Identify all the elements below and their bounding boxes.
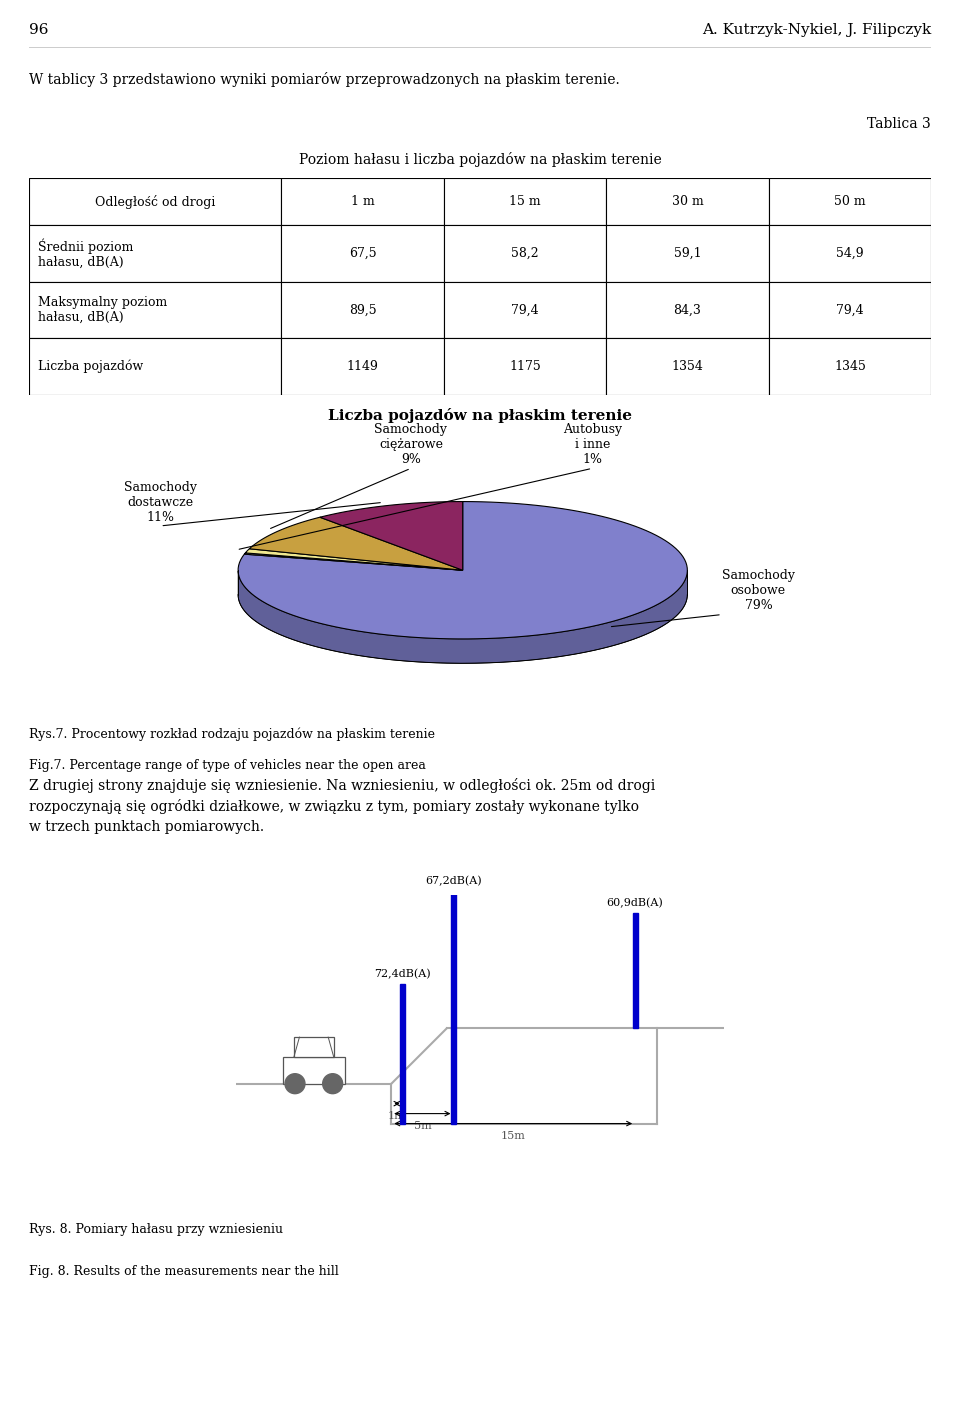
Text: Samochody
ciężarowe
9%: Samochody ciężarowe 9% — [374, 423, 447, 467]
Polygon shape — [246, 548, 463, 570]
Polygon shape — [320, 502, 463, 570]
Polygon shape — [250, 517, 463, 570]
Text: 30 m: 30 m — [672, 195, 704, 209]
Bar — [607, 338, 769, 395]
Bar — [607, 226, 769, 282]
Text: 79,4: 79,4 — [836, 303, 864, 317]
Text: 1149: 1149 — [347, 360, 378, 374]
Bar — [281, 178, 444, 226]
Text: 1 m: 1 m — [350, 195, 374, 209]
Bar — [769, 178, 931, 226]
Text: 1175: 1175 — [509, 360, 541, 374]
Text: 84,3: 84,3 — [674, 303, 702, 317]
Bar — [607, 282, 769, 338]
Text: Odległość od drogi: Odległość od drogi — [95, 195, 215, 209]
Text: 1m: 1m — [388, 1111, 406, 1121]
Text: 54,9: 54,9 — [836, 247, 864, 261]
Text: Poziom hałasu i liczba pojazdów na płaskim terenie: Poziom hałasu i liczba pojazdów na płask… — [299, 152, 661, 166]
Bar — [451, 891, 456, 1124]
Bar — [281, 282, 444, 338]
Circle shape — [323, 1074, 343, 1094]
Bar — [444, 178, 607, 226]
Text: Maksymalny poziom
hałasu, dB(A): Maksymalny poziom hałasu, dB(A) — [37, 296, 167, 324]
Bar — [769, 226, 931, 282]
Bar — [633, 914, 637, 1028]
Text: Z drugiej strony znajduje się wzniesienie. Na wzniesieniu, w odległości ok. 25m : Z drugiej strony znajduje się wzniesieni… — [29, 778, 655, 833]
Text: 5m: 5m — [414, 1121, 431, 1131]
Text: 15m: 15m — [501, 1131, 526, 1141]
Text: 50 m: 50 m — [834, 195, 866, 209]
Bar — [607, 178, 769, 226]
Text: 58,2: 58,2 — [512, 247, 539, 261]
Bar — [769, 282, 931, 338]
Text: 72,4dB(A): 72,4dB(A) — [374, 969, 431, 980]
Bar — [400, 984, 405, 1124]
Text: 60,9dB(A): 60,9dB(A) — [607, 898, 663, 908]
Text: Samochody
osobowe
79%: Samochody osobowe 79% — [722, 570, 795, 612]
Text: 59,1: 59,1 — [674, 247, 702, 261]
Text: 67,5: 67,5 — [348, 247, 376, 261]
Text: 67,2dB(A): 67,2dB(A) — [425, 876, 482, 887]
Bar — [29, 226, 281, 282]
Bar — [283, 1058, 345, 1084]
Text: Średnii poziom
hałasu, dB(A): Średnii poziom hałasu, dB(A) — [37, 238, 133, 269]
Text: Autobusy
i inne
1%: Autobusy i inne 1% — [563, 423, 622, 467]
Text: Liczba pojazdów: Liczba pojazdów — [37, 360, 143, 374]
Text: Tablica 3: Tablica 3 — [868, 117, 931, 131]
Polygon shape — [238, 502, 687, 639]
Bar — [29, 282, 281, 338]
Circle shape — [285, 1074, 305, 1094]
Text: A. Kutrzyk-Nykiel, J. Filipczyk: A. Kutrzyk-Nykiel, J. Filipczyk — [702, 24, 931, 37]
Bar — [444, 338, 607, 395]
Polygon shape — [238, 570, 687, 663]
Bar — [281, 338, 444, 395]
Text: Fig. 8. Results of the measurements near the hill: Fig. 8. Results of the measurements near… — [29, 1266, 339, 1279]
Text: Samochody
dostawcze
11%: Samochody dostawcze 11% — [124, 481, 197, 523]
Text: 89,5: 89,5 — [348, 303, 376, 317]
Bar — [29, 178, 281, 226]
Bar — [444, 282, 607, 338]
Text: 79,4: 79,4 — [512, 303, 539, 317]
Text: Rys. 8. Pomiary hałasu przy wzniesieniu: Rys. 8. Pomiary hałasu przy wzniesieniu — [29, 1222, 283, 1237]
Text: Liczba pojazdów na płaskim terenie: Liczba pojazdów na płaskim terenie — [328, 409, 632, 423]
Text: 96: 96 — [29, 24, 48, 37]
Text: 15 m: 15 m — [510, 195, 540, 209]
Text: 1354: 1354 — [672, 360, 704, 374]
Text: 1345: 1345 — [834, 360, 866, 374]
Bar — [294, 1038, 334, 1058]
Text: Fig.7. Percentage range of type of vehicles near the open area: Fig.7. Percentage range of type of vehic… — [29, 759, 425, 771]
Bar — [29, 338, 281, 395]
Polygon shape — [245, 553, 463, 570]
Bar — [769, 338, 931, 395]
Text: W tablicy 3 przedstawiono wyniki pomiarów przeprowadzonych na płaskim terenie.: W tablicy 3 przedstawiono wyniki pomiaró… — [29, 72, 619, 87]
Text: Rys.7. Procentowy rozkład rodzaju pojazdów na płaskim terenie: Rys.7. Procentowy rozkład rodzaju pojazd… — [29, 728, 435, 742]
Bar — [444, 226, 607, 282]
Bar — [281, 226, 444, 282]
